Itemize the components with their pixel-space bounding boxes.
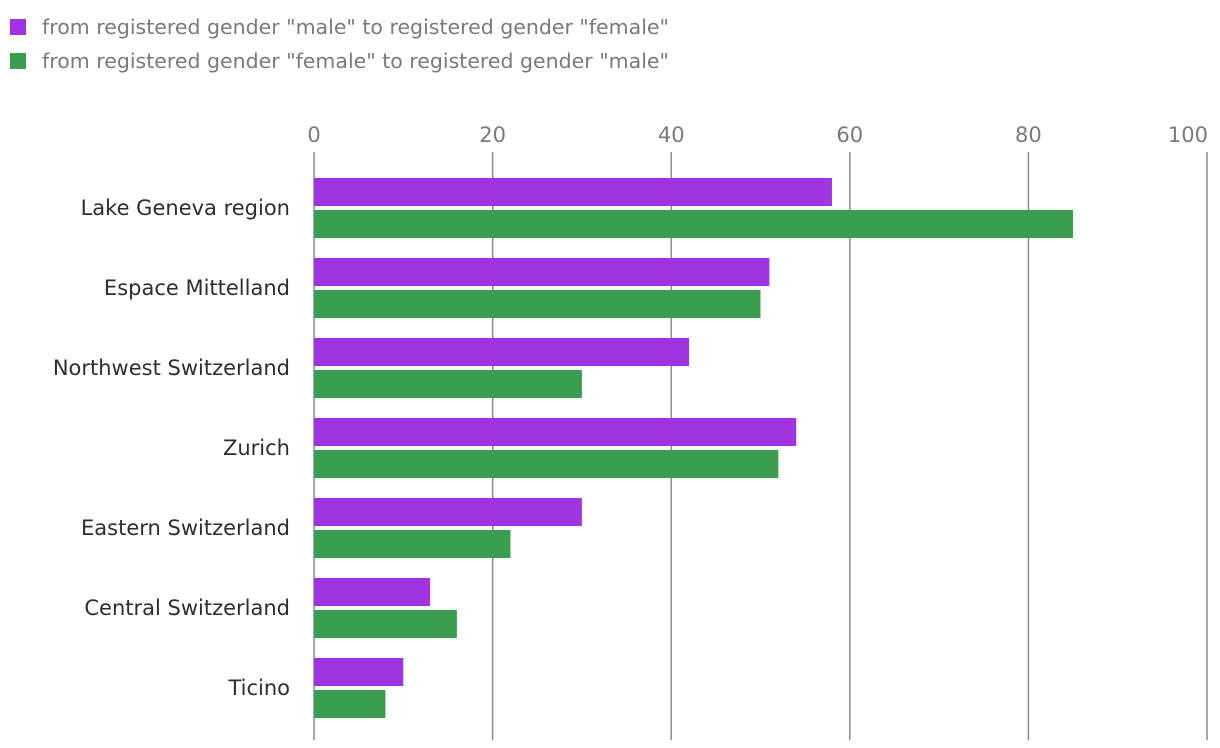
legend-item-male-to-female[interactable]: from registered gender "male" to registe… (10, 10, 669, 44)
bar-female-to-male (314, 210, 1074, 238)
chart-legend: from registered gender "male" to registe… (10, 10, 669, 78)
legend-swatch-male-to-female (10, 19, 26, 35)
x-tick-label: 20 (479, 123, 506, 147)
x-tick-label: 40 (658, 123, 685, 147)
bar-male-to-female (314, 178, 832, 206)
category-label: Central Switzerland (84, 596, 290, 620)
bar-male-to-female (314, 258, 770, 286)
legend-item-female-to-male[interactable]: from registered gender "female" to regis… (10, 44, 669, 78)
category-label: Eastern Switzerland (81, 516, 290, 540)
x-tick-label: 80 (1015, 123, 1042, 147)
category-label: Espace Mittelland (104, 276, 290, 300)
bar-male-to-female (314, 498, 582, 526)
bar-female-to-male (314, 690, 386, 718)
bar-female-to-male (314, 610, 457, 638)
bar-male-to-female (314, 338, 690, 366)
bar-female-to-male (314, 450, 779, 478)
legend-swatch-female-to-male (10, 53, 26, 69)
legend-label-female-to-male: from registered gender "female" to regis… (42, 49, 669, 73)
category-label: Lake Geneva region (81, 196, 290, 220)
category-label: Northwest Switzerland (53, 356, 290, 380)
bar-male-to-female (314, 418, 797, 446)
category-label: Ticino (227, 676, 290, 700)
bar-female-to-male (314, 290, 761, 318)
x-tick-label: 0 (307, 123, 320, 147)
bar-male-to-female (314, 578, 431, 606)
bar-male-to-female (314, 658, 404, 686)
bar-female-to-male (314, 370, 582, 398)
legend-label-male-to-female: from registered gender "male" to registe… (42, 15, 669, 39)
x-tick-label: 60 (836, 123, 863, 147)
x-tick-label: 100 (1168, 123, 1208, 147)
category-label: Zurich (223, 436, 290, 460)
bar-female-to-male (314, 530, 511, 558)
